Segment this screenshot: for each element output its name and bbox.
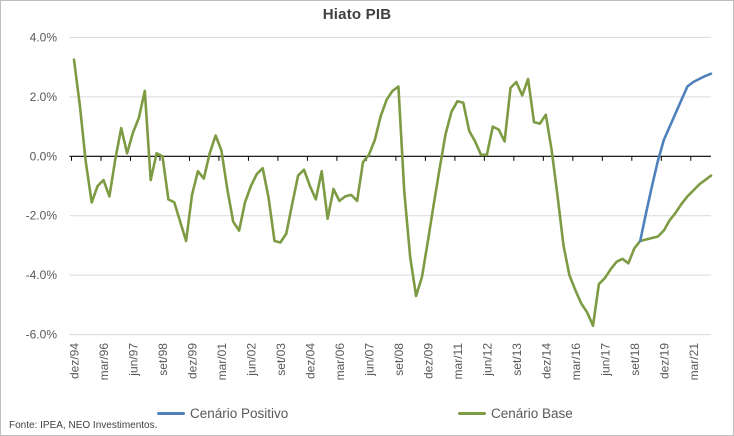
y-axis-label: 4.0%: [30, 30, 58, 44]
x-axis-label: mar/21: [687, 343, 701, 381]
legend-item-cenario-base: Cenário Base: [458, 406, 573, 421]
x-axis-label: mar/11: [451, 343, 465, 380]
legend-label-positivo: Cenário Positivo: [190, 406, 289, 421]
y-axis-label: 2.0%: [30, 90, 58, 104]
y-axis-label: -6.0%: [26, 328, 58, 342]
x-axis-label: dez/04: [303, 343, 317, 379]
y-axis-label: 0.0%: [30, 149, 58, 163]
x-axis-label: set/18: [628, 343, 642, 376]
x-axis-label: dez/14: [539, 343, 553, 379]
x-axis-label: dez/09: [421, 343, 435, 379]
x-axis-label: dez/19: [657, 343, 671, 379]
x-axis-label: set/03: [274, 343, 288, 376]
x-axis-label: set/08: [392, 343, 406, 376]
y-axis-label: -2.0%: [26, 209, 58, 223]
x-axis-label: set/13: [510, 343, 524, 376]
x-axis-label: mar/16: [569, 343, 583, 381]
series-line-cen-rio-positivo: [638, 72, 713, 243]
x-axis-label: jun/07: [362, 343, 376, 377]
legend-label-base: Cenário Base: [491, 406, 573, 421]
chart-title: Hiato PIB: [322, 6, 392, 23]
x-axis-label: dez/94: [68, 343, 82, 379]
x-axis-label: jun/97: [126, 343, 140, 377]
x-axis-label: dez/99: [185, 343, 199, 379]
legend-item-cenario-positivo: Cenário Positivo: [157, 406, 288, 421]
x-axis-label: jun/02: [244, 343, 258, 377]
legend-line-sample-positivo: [157, 412, 185, 415]
legend-line-sample-base: [458, 412, 486, 415]
x-axis-label: set/98: [156, 343, 170, 376]
x-axis-label: mar/06: [333, 343, 347, 381]
series-line-cen-rio-base: [72, 58, 713, 328]
source-note: Fonte: IPEA, NEO Investimentos.: [9, 420, 158, 431]
x-axis-label: jun/12: [480, 343, 494, 377]
x-axis-label: mar/96: [97, 343, 111, 381]
y-axis-label: -4.0%: [26, 268, 58, 282]
x-axis-label: jun/17: [598, 343, 612, 377]
x-axis-label: mar/01: [215, 343, 229, 381]
